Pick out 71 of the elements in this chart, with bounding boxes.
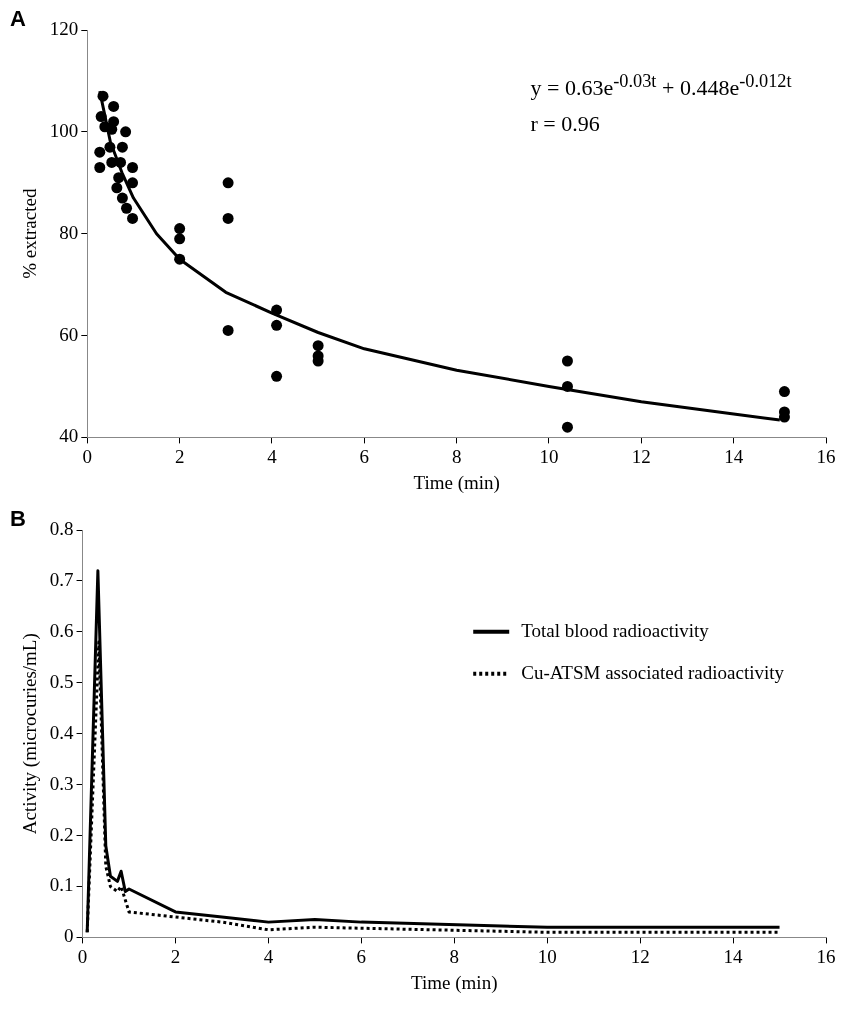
point xyxy=(312,340,324,352)
y-tick-label: 0.4 xyxy=(49,721,75,743)
y-tick-label: 100 xyxy=(49,119,79,141)
x-tick-label: 4 xyxy=(267,445,278,467)
point xyxy=(116,192,128,204)
point xyxy=(174,223,186,235)
point xyxy=(271,370,283,382)
x-tick-label: 12 xyxy=(631,445,651,467)
point xyxy=(95,111,107,123)
legend-label: Total blood radioactivity xyxy=(521,619,710,641)
point xyxy=(222,212,234,224)
point xyxy=(113,172,125,184)
point xyxy=(222,177,234,189)
y-tick-label: 40 xyxy=(59,425,79,447)
x-tick-label: 14 xyxy=(724,445,744,467)
point xyxy=(115,156,127,168)
x-tick-label: 8 xyxy=(449,945,460,967)
y-tick-label: 0.2 xyxy=(49,823,74,845)
y-tick-label: 0.7 xyxy=(49,568,74,590)
point xyxy=(561,380,573,392)
point xyxy=(94,146,106,158)
point xyxy=(174,233,186,245)
x-axis-title: Time (min) xyxy=(413,471,500,494)
text: B xyxy=(10,506,26,532)
y-tick-label: 80 xyxy=(59,221,79,243)
point xyxy=(778,386,790,398)
point xyxy=(127,177,139,189)
y-axis-title: Activity (microcuries/mL) xyxy=(19,633,42,835)
point xyxy=(174,253,186,265)
legend-label: Cu-ATSM associated radioactivity xyxy=(521,661,785,683)
x-tick-label: 8 xyxy=(451,445,462,467)
x-tick-label: 6 xyxy=(359,445,370,467)
point xyxy=(104,141,116,153)
x-tick-label: 10 xyxy=(537,945,557,967)
point xyxy=(116,141,128,153)
x-tick-label: 0 xyxy=(82,445,93,467)
x-tick-label: 4 xyxy=(263,945,274,967)
y-axis-title: % extracted xyxy=(19,188,41,279)
point xyxy=(97,90,109,102)
point xyxy=(561,421,573,433)
y-tick-label: 60 xyxy=(59,323,79,345)
x-tick-label: 12 xyxy=(630,945,650,967)
x-tick-label: 16 xyxy=(816,945,836,967)
x-tick-label: 2 xyxy=(170,945,181,967)
point xyxy=(271,304,283,316)
y-tick-label: 0.1 xyxy=(49,874,74,896)
x-tick-label: 2 xyxy=(174,445,185,467)
point xyxy=(222,324,234,336)
x-tick-label: 6 xyxy=(356,945,367,967)
point xyxy=(271,319,283,331)
point xyxy=(121,202,133,214)
x-axis-title: Time (min) xyxy=(411,971,498,994)
y-tick-label: 0.6 xyxy=(49,619,74,641)
y-tick-label: 0.5 xyxy=(49,670,74,692)
y-tick-label: 0.3 xyxy=(49,772,74,794)
annotation: r = 0.96 xyxy=(530,110,600,137)
text: A xyxy=(10,6,26,32)
x-tick-label: 14 xyxy=(723,945,744,967)
point xyxy=(127,212,139,224)
point xyxy=(127,162,139,173)
x-tick-label: 10 xyxy=(539,445,559,467)
point xyxy=(111,182,123,194)
x-tick-label: 16 xyxy=(816,445,836,467)
y-tick-label: 0.8 xyxy=(49,517,74,539)
y-tick-label: 120 xyxy=(49,17,79,39)
y-tick-label: 0 xyxy=(64,925,74,947)
point xyxy=(120,126,132,138)
point xyxy=(94,162,106,173)
point xyxy=(108,100,120,112)
annotation: y = 0.63e$^{-0.03t}$ + 0.448e$^{-0.012t}$ xyxy=(530,70,792,102)
point xyxy=(561,355,573,367)
